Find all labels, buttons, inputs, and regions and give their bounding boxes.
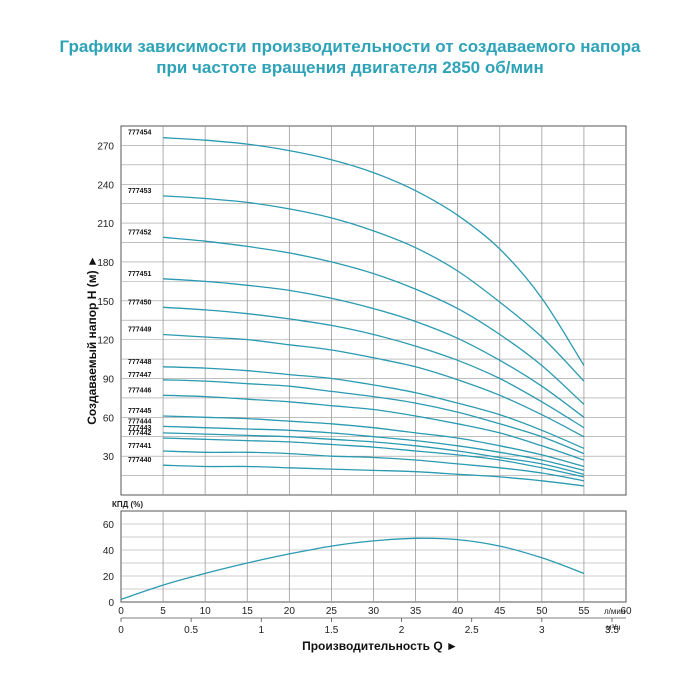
efficiency-y-tick-label: 0 (108, 598, 114, 609)
x-tick-lmin: 35 (410, 606, 422, 617)
head-curve-777453 (163, 195, 585, 382)
x-tick-lmin: 10 (200, 606, 212, 617)
x-tick-lmin: 60 (620, 606, 632, 617)
efficiency-y-tick-label: 40 (103, 546, 115, 557)
series-label-777443: 777443 (128, 425, 151, 432)
head-curve-777449 (163, 333, 585, 438)
head-curve-777444 (163, 425, 585, 472)
series-label-777454: 777454 (128, 130, 151, 137)
x-tick-m3h: 3.5 (605, 625, 619, 636)
series-label-777450: 777450 (128, 299, 151, 306)
series-label-777449: 777449 (128, 326, 151, 333)
head-curve-777447 (163, 379, 585, 455)
x-tick-m3h: 3 (539, 625, 545, 636)
chart-title-line1: Графики зависимости производительности о… (59, 37, 641, 56)
x-tick-m3h: 1.5 (324, 625, 338, 636)
head-curve-777446 (163, 394, 585, 461)
efficiency-y-tick-label: 60 (103, 520, 115, 531)
x-tick-lmin: 0 (118, 606, 124, 617)
head-curve-777452 (163, 236, 585, 405)
series-label-777444: 777444 (128, 418, 151, 425)
head-curve-777443 (163, 432, 585, 475)
series-label-777442: 777442 (128, 430, 151, 437)
x-tick-m3h: 1 (258, 625, 264, 636)
x-tick-m3h: 0.5 (184, 625, 198, 636)
x-tick-m3h: 0 (118, 625, 124, 636)
series-label-777446: 777446 (128, 387, 151, 394)
series-label-777453: 777453 (128, 188, 151, 195)
efficiency-y-tick-label: 20 (103, 572, 115, 583)
x-tick-lmin: 15 (242, 606, 254, 617)
head-y-tick-label: 180 (97, 258, 114, 269)
efficiency-axis-label: КПД (%) (112, 500, 143, 509)
head-curve-777451 (163, 278, 585, 418)
x-axis-title: Производительность Q ► (302, 639, 458, 653)
head-y-tick-label: 30 (103, 452, 115, 463)
x-unit-m3h: м³/ч (606, 623, 621, 632)
series-label-777452: 777452 (128, 229, 151, 236)
series-label-777445: 777445 (128, 408, 151, 415)
x-tick-lmin: 20 (284, 606, 296, 617)
efficiency-grid (120, 510, 627, 603)
series-label-777441: 777441 (128, 443, 151, 450)
head-y-tick-label: 240 (97, 180, 114, 191)
efficiency-curve (120, 537, 585, 601)
head-y-tick-label: 150 (97, 297, 114, 308)
head-curve-777445 (163, 415, 585, 468)
head-curve-777448 (163, 366, 585, 449)
head-y-tick-label: 90 (103, 374, 115, 385)
x-tick-m3h: 2.5 (465, 625, 479, 636)
head-curve-777441 (163, 450, 585, 482)
x-tick-lmin: 45 (494, 606, 506, 617)
head-curve-777450 (163, 306, 585, 429)
head-y-tick-label: 60 (103, 413, 115, 424)
chart-title-line2: при частоте вращения двигателя 2850 об/м… (156, 58, 544, 77)
head-curve-777442 (163, 437, 585, 478)
x-unit-lmin: л/мин (604, 607, 625, 616)
head-curves: 777454 777453 777452 777451 777450 777449 7774… (128, 130, 585, 487)
x-tick-lmin: 40 (452, 606, 464, 617)
series-label-777447: 777447 (128, 372, 151, 379)
head-y-tick-label: 120 (97, 336, 114, 347)
x-tick-lmin: 55 (578, 606, 590, 617)
head-axis-label: Создаваемый напор Н (м) ► (85, 255, 99, 425)
series-label-777451: 777451 (128, 271, 151, 278)
efficiency-curve-group (120, 537, 585, 601)
x-tick-lmin: 30 (368, 606, 380, 617)
series-label-777440: 777440 (128, 457, 151, 464)
head-curve-777454 (163, 137, 585, 366)
x-tick-lmin: 25 (326, 606, 338, 617)
chart-title: Графики зависимости производительности о… (0, 36, 700, 78)
x-tick-m3h: 2 (399, 625, 405, 636)
x-tick-lmin: 5 (160, 606, 166, 617)
head-y-tick-label: 270 (97, 141, 114, 152)
series-label-777448: 777448 (128, 359, 151, 366)
head-y-tick-label: 210 (97, 219, 114, 230)
head-curve-777440 (163, 464, 584, 487)
x-tick-lmin: 50 (536, 606, 548, 617)
